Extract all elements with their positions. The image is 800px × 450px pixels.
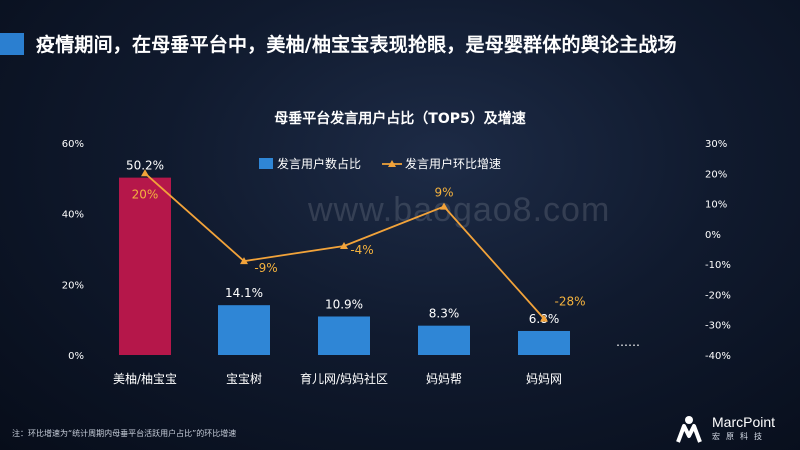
right-axis-tick-label: 10% [705, 200, 727, 211]
legend-line-marker [388, 160, 396, 167]
category-label: 妈妈网 [526, 372, 562, 386]
growth-marker [340, 241, 348, 249]
bar [318, 316, 370, 355]
category-label: 宝宝树 [226, 371, 262, 386]
right-axis-tick-label: -10% [705, 260, 731, 271]
bar-value-label: 8.3% [429, 307, 460, 321]
bar [218, 305, 270, 355]
right-axis-tick-label: -20% [705, 290, 731, 301]
slide-title: 疫情期间，在母垂平台中，美柚/柚宝宝表现抢眼，是母婴群体的舆论主战场 [36, 34, 677, 56]
bar [119, 177, 171, 355]
growth-marker [240, 257, 248, 265]
left-axis-tick-label: 60% [62, 139, 84, 150]
growth-marker [540, 314, 548, 322]
right-axis-tick-label: 0% [705, 230, 721, 241]
bar [518, 330, 570, 355]
category-label: 妈妈帮 [426, 372, 462, 386]
footnote: 注：环比增速为“统计周期内母垂平台活跃用户占比”的环比增速 [12, 429, 237, 438]
left-axis-tick-label: 40% [62, 210, 84, 221]
category-label: 育儿网/妈妈社区 [300, 371, 388, 386]
right-axis-tick-label: -40% [705, 351, 731, 362]
logo-subtitle: 宏原科技 [712, 432, 768, 441]
bar-value-label: 14.1% [225, 286, 263, 300]
legend-line-label: 发言用户环比增速 [405, 156, 501, 171]
ellipsis-category-label: …… [616, 335, 640, 349]
bar-value-label: 10.9% [325, 297, 363, 311]
left-axis-tick-label: 20% [62, 280, 84, 291]
chart-title: 母垂平台发言用户占比（TOP5）及增速 [274, 111, 526, 127]
growth-marker [440, 202, 448, 210]
marcpoint-logo-icon [676, 416, 702, 443]
logo-name: MarcPoint [712, 414, 776, 430]
growth-value-label: 20% [132, 187, 159, 201]
title-accent-bar [0, 33, 24, 55]
growth-value-label: 9% [434, 186, 453, 200]
growth-value-label: -28% [554, 295, 585, 309]
legend-bar-label: 发言用户数占比 [277, 156, 361, 171]
left-axis-tick-label: 0% [68, 351, 84, 362]
growth-value-label: -9% [254, 261, 277, 275]
legend-bar-swatch [259, 158, 273, 169]
category-label: 美柚/柚宝宝 [113, 371, 177, 386]
right-axis-tick-label: 30% [705, 139, 727, 150]
bar [418, 325, 470, 355]
growth-marker [141, 169, 149, 177]
bar-value-label: 50.2% [126, 159, 164, 173]
growth-value-label: -4% [350, 243, 373, 257]
right-axis-tick-label: -30% [705, 321, 731, 332]
right-axis-tick-label: 20% [705, 169, 727, 180]
